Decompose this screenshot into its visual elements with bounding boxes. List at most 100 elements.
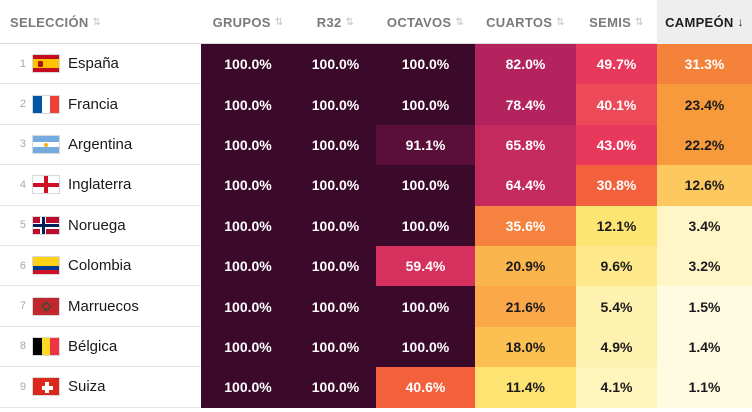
rank-number: 5 — [19, 219, 26, 232]
table-row: 2 Francia 100.0% 100.0% 100.0% 78.4% 40.1% 23.4… — [0, 84, 752, 125]
team-cell[interactable]: 6 Colombia — [0, 246, 201, 287]
team-name[interactable]: Bélgica — [68, 337, 118, 355]
column-header-campeon[interactable]: CAMPEÓN ↓ — [657, 0, 752, 44]
column-header-label: SEMIS — [589, 14, 632, 30]
sort-both-icon: ⇅ — [455, 16, 465, 28]
team-name[interactable]: Noruega — [68, 216, 126, 234]
probability-cell-octavos: 100.0% — [376, 205, 475, 246]
team-name[interactable]: Francia — [68, 95, 119, 113]
sort-both-icon: ⇅ — [635, 16, 644, 28]
sort-both-icon: ⇅ — [345, 16, 355, 28]
table-row: 8 Bélgica 100.0% 100.0% 100.0% 18.0% 4.9% 1.4% — [0, 326, 752, 368]
table-row: 5 Noruega 100.0% 100.0% 100.0% 35.6% 12.1% 3.4% — [0, 205, 752, 246]
rank-number: 1 — [19, 57, 26, 70]
flag-france-icon — [32, 94, 60, 114]
probability-cell-semis: 49.7% — [576, 44, 657, 85]
probability-cell-cuartos: 78.4% — [475, 84, 576, 125]
probability-cell-campeon: 1.1% — [657, 367, 752, 408]
probability-cell-campeon: 1.5% — [657, 286, 752, 327]
probability-cell-semis: 5.4% — [576, 286, 657, 327]
flag-spain-icon — [32, 54, 60, 74]
team-cell[interactable]: 2 Francia — [0, 84, 201, 125]
rank-number: 3 — [19, 138, 26, 151]
column-header-r32[interactable]: R32 ⇅ — [295, 0, 376, 44]
probability-cell-cuartos: 65.8% — [475, 124, 576, 166]
probability-cell-grupos: 100.0% — [201, 286, 295, 327]
team-name[interactable]: Argentina — [68, 135, 133, 153]
probability-cell-grupos: 100.0% — [201, 246, 295, 287]
probability-cell-campeon: 22.2% — [657, 124, 752, 166]
probability-cell-octavos: 100.0% — [376, 44, 475, 85]
rank-number: 4 — [19, 178, 26, 191]
table-header: SELECCIÓN ⇅ GRUPOS ⇅ R32 ⇅ OCTAVOS ⇅ CUARTOS ⇅ SEM… — [0, 0, 752, 44]
probability-cell-campeon: 1.4% — [657, 326, 752, 368]
column-header-label: R32 — [316, 14, 342, 30]
team-cell[interactable]: 4 Inglaterra — [0, 165, 201, 206]
team-name[interactable]: Marruecos — [68, 297, 139, 315]
probability-cell-octavos: 40.6% — [376, 367, 475, 408]
team-cell[interactable]: 8 Bélgica — [0, 326, 201, 368]
team-name[interactable]: Inglaterra — [68, 176, 132, 194]
probability-cell-octavos: 100.0% — [376, 326, 475, 368]
probability-cell-cuartos: 21.6% — [475, 286, 576, 327]
probability-cell-grupos: 100.0% — [201, 84, 295, 125]
column-header-cuartos[interactable]: CUARTOS ⇅ — [475, 0, 576, 44]
table-row: 7 Marruecos 100.0% 100.0% 100.0% 21.6% 5.4% 1.5… — [0, 286, 752, 327]
probability-cell-semis: 43.0% — [576, 124, 657, 166]
flag-norway-icon — [32, 215, 60, 235]
column-header-grupos[interactable]: GRUPOS ⇅ — [201, 0, 295, 44]
column-header-label: SELECCIÓN — [10, 14, 89, 30]
table-row: 3 Argentina 100.0% 100.0% 91.1% 65.8% 43.0% 22.… — [0, 124, 752, 166]
probability-cell-cuartos: 35.6% — [475, 205, 576, 246]
probability-cell-r32: 100.0% — [295, 286, 376, 327]
flag-argentina-icon — [32, 134, 60, 154]
probability-cell-grupos: 100.0% — [201, 205, 295, 246]
probability-cell-r32: 100.0% — [295, 84, 376, 125]
probability-cell-r32: 100.0% — [295, 205, 376, 246]
probability-cell-grupos: 100.0% — [201, 44, 295, 85]
probability-cell-r32: 100.0% — [295, 246, 376, 287]
probability-cell-campeon: 31.3% — [657, 44, 752, 85]
column-header-label: CAMPEÓN — [665, 14, 734, 30]
probability-cell-semis: 9.6% — [576, 246, 657, 287]
probability-cell-cuartos: 82.0% — [475, 44, 576, 85]
sort-both-icon: ⇅ — [274, 16, 284, 28]
probability-cell-r32: 100.0% — [295, 326, 376, 368]
column-header-octavos[interactable]: OCTAVOS ⇅ — [376, 0, 475, 44]
team-name[interactable]: Colombia — [68, 257, 132, 275]
sort-desc-icon: ↓ — [737, 15, 744, 29]
probability-cell-cuartos: 64.4% — [475, 165, 576, 206]
flag-england-icon — [32, 175, 60, 195]
rank-number: 9 — [19, 380, 26, 393]
probability-cell-semis: 12.1% — [576, 205, 657, 246]
probability-cell-r32: 100.0% — [295, 165, 376, 206]
team-name[interactable]: Suiza — [68, 378, 106, 396]
team-name[interactable]: España — [68, 55, 119, 73]
sort-both-icon: ⇅ — [556, 16, 565, 28]
team-cell[interactable]: 3 Argentina — [0, 124, 201, 166]
team-cell[interactable]: 7 Marruecos — [0, 286, 201, 327]
probability-cell-r32: 100.0% — [295, 44, 376, 85]
probability-cell-grupos: 100.0% — [201, 124, 295, 166]
probability-cell-campeon: 23.4% — [657, 84, 752, 125]
column-header-semis[interactable]: SEMIS ⇅ — [576, 0, 657, 44]
probability-cell-octavos: 91.1% — [376, 124, 475, 166]
flag-colombia-icon — [32, 256, 60, 276]
rank-number: 2 — [19, 98, 26, 111]
probability-cell-octavos: 100.0% — [376, 286, 475, 327]
team-cell[interactable]: 1 España — [0, 44, 201, 85]
flag-morocco-icon — [32, 296, 60, 316]
team-cell[interactable]: 5 Noruega — [0, 205, 201, 246]
table-row: 9 Suiza 100.0% 100.0% 40.6% 11.4% 4.1% 1.1% — [0, 367, 752, 408]
sort-both-icon: ⇅ — [92, 16, 102, 28]
probability-cell-cuartos: 20.9% — [475, 246, 576, 287]
column-header-label: GRUPOS — [212, 14, 271, 30]
probability-cell-octavos: 100.0% — [376, 84, 475, 125]
probability-cell-cuartos: 18.0% — [475, 326, 576, 368]
column-header-label: CUARTOS — [486, 14, 553, 30]
probability-cell-semis: 30.8% — [576, 165, 657, 206]
probability-cell-campeon: 3.4% — [657, 205, 752, 246]
table-row: 4 Inglaterra 100.0% 100.0% 100.0% 64.4% 30.8% 1… — [0, 165, 752, 206]
team-cell[interactable]: 9 Suiza — [0, 367, 201, 408]
column-header-seleccion[interactable]: SELECCIÓN ⇅ — [0, 0, 201, 44]
